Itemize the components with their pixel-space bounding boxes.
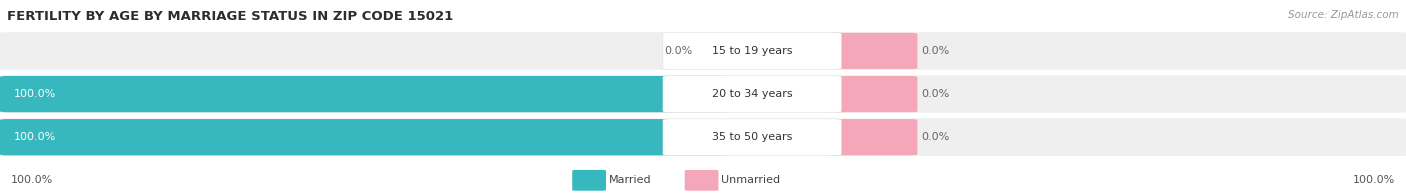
- FancyBboxPatch shape: [0, 119, 727, 155]
- Text: 0.0%: 0.0%: [665, 46, 693, 56]
- FancyBboxPatch shape: [664, 119, 842, 156]
- FancyBboxPatch shape: [0, 75, 1406, 113]
- FancyBboxPatch shape: [0, 76, 727, 112]
- Text: 0.0%: 0.0%: [922, 46, 950, 56]
- Text: 20 to 34 years: 20 to 34 years: [711, 89, 793, 99]
- FancyBboxPatch shape: [827, 76, 918, 112]
- FancyBboxPatch shape: [0, 118, 1406, 156]
- Text: Unmarried: Unmarried: [721, 175, 780, 185]
- Text: 100.0%: 100.0%: [1353, 175, 1395, 185]
- FancyBboxPatch shape: [664, 33, 842, 69]
- Text: FERTILITY BY AGE BY MARRIAGE STATUS IN ZIP CODE 15021: FERTILITY BY AGE BY MARRIAGE STATUS IN Z…: [7, 10, 453, 23]
- FancyBboxPatch shape: [664, 76, 842, 113]
- Text: 0.0%: 0.0%: [922, 132, 950, 142]
- Text: 100.0%: 100.0%: [11, 175, 53, 185]
- FancyBboxPatch shape: [685, 170, 718, 191]
- Text: 35 to 50 years: 35 to 50 years: [711, 132, 793, 142]
- Text: 100.0%: 100.0%: [14, 89, 56, 99]
- FancyBboxPatch shape: [572, 170, 606, 191]
- Text: Source: ZipAtlas.com: Source: ZipAtlas.com: [1288, 10, 1399, 20]
- FancyBboxPatch shape: [827, 119, 918, 155]
- FancyBboxPatch shape: [827, 33, 918, 69]
- Text: Married: Married: [609, 175, 651, 185]
- FancyBboxPatch shape: [0, 32, 1406, 70]
- Text: 0.0%: 0.0%: [922, 89, 950, 99]
- Text: 15 to 19 years: 15 to 19 years: [711, 46, 793, 56]
- Text: 100.0%: 100.0%: [14, 132, 56, 142]
